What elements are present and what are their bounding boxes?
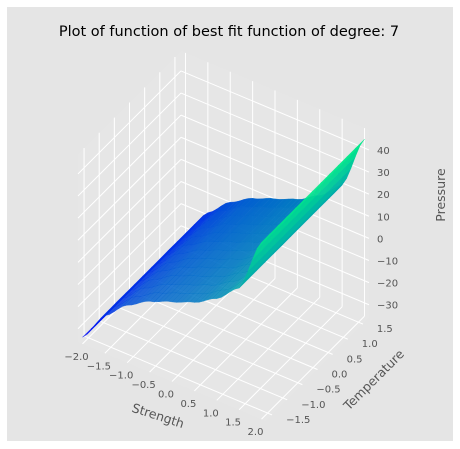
z-tick-label: 30 (377, 168, 390, 179)
x-tick-label: 1.0 (203, 408, 219, 419)
back-grid-line (180, 70, 370, 151)
z-tick-label: −10 (377, 257, 398, 268)
z-axis-label: Pressure (433, 168, 448, 222)
y-tick-label: −1.0 (301, 400, 325, 411)
z-tick-label: 10 (377, 212, 390, 223)
y-tick-label: −1.5 (286, 415, 310, 426)
x-tick-label: 1.5 (225, 418, 241, 429)
surface-facet (256, 233, 271, 249)
left-grid-line (77, 114, 182, 219)
left-grid-line (77, 225, 182, 330)
left-grid-line (77, 181, 182, 285)
y-tick-label: 0.5 (347, 354, 363, 365)
floor-grid-line (114, 305, 303, 386)
floor-grid-line (129, 290, 318, 370)
y-tick-label: 1.5 (377, 324, 393, 335)
z-tick-label: −20 (377, 279, 398, 290)
chart-title: Plot of function of best fit function of… (59, 24, 399, 40)
x-tick-label: 0.0 (158, 390, 174, 401)
x-tick-label: −2.0 (64, 352, 88, 363)
left-grid-line (77, 159, 182, 263)
z-tick-label: 20 (377, 190, 390, 201)
x-tick-label: −1.5 (87, 361, 111, 372)
y-tick-label: 0.0 (332, 370, 348, 381)
left-grid-line (77, 136, 182, 241)
z-tick-label: −30 (377, 301, 398, 312)
x-tick-label: −0.5 (131, 380, 155, 391)
z-tick-label: 0 (377, 234, 383, 245)
tick-labels: −2.0−1.5−1.0−0.50.00.51.01.52.0−1.5−1.0−… (64, 146, 398, 438)
y-tick-label: 1.0 (362, 339, 378, 350)
z-tick-label: 40 (377, 146, 390, 157)
left-grid-line (77, 203, 182, 307)
x-tick-label: 0.5 (180, 399, 196, 410)
back-grid-line (180, 92, 370, 173)
left-grid-line (77, 92, 182, 197)
floor-grid-line (83, 335, 273, 416)
left-grid-line (77, 70, 182, 175)
x-tick-label: 2.0 (248, 427, 264, 438)
back-grid-line (180, 136, 370, 217)
floor-grid-line (99, 320, 288, 401)
y-tick-label: −0.5 (316, 385, 340, 396)
x-tick-label: −1.0 (109, 371, 133, 382)
surface-mesh (82, 139, 365, 338)
